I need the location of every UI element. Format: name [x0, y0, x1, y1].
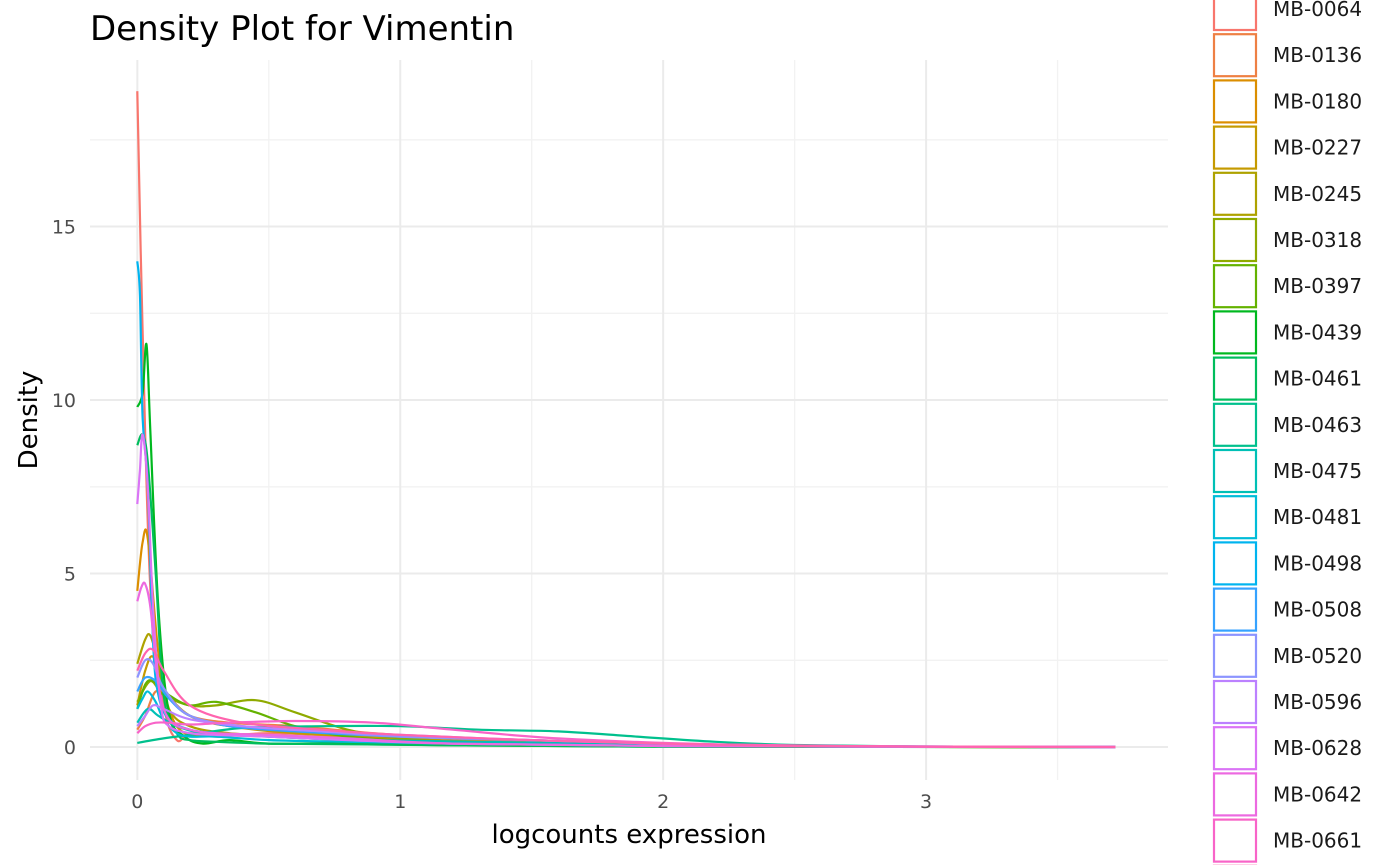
legend-label: MB-0136	[1273, 43, 1362, 67]
legend-label: MB-0180	[1273, 89, 1362, 113]
legend-label: MB-0508	[1273, 598, 1362, 622]
y-tick-label: 15	[52, 217, 76, 239]
legend-label: MB-0661	[1273, 829, 1362, 853]
legend-key	[1212, 541, 1258, 586]
x-tick-label: 2	[657, 791, 669, 813]
legend-item: MB-0245	[1212, 171, 1362, 216]
legend-key	[1212, 310, 1258, 355]
legend-label: MB-0628	[1273, 736, 1362, 760]
legend-label: MB-0461	[1273, 367, 1362, 391]
legend-item: MB-0461	[1212, 356, 1362, 401]
legend-label: MB-0498	[1273, 551, 1362, 575]
density-curve	[136, 528, 1116, 749]
x-axis-title: logcounts expression	[491, 820, 766, 850]
legend-item: MB-0439	[1212, 310, 1362, 355]
legend-key	[1212, 264, 1258, 309]
legend-key	[1212, 772, 1258, 817]
legend-key	[1212, 726, 1258, 771]
legend-item: MB-0628	[1212, 726, 1362, 771]
legend-item: MB-0318	[1212, 217, 1362, 263]
legend: MB-0064 MB-0136 MB-0180 MB-0227 MB-0245 MB-03…	[1212, 0, 1362, 865]
y-tick-labels: 0 5 10 15	[52, 217, 76, 759]
legend-key	[1212, 171, 1258, 216]
legend-label: MB-0227	[1273, 136, 1362, 160]
legend-item: MB-0520	[1212, 633, 1362, 678]
legend-label: MB-0245	[1273, 182, 1362, 206]
legend-item: MB-0136	[1212, 33, 1362, 78]
density-curve	[136, 91, 1116, 749]
legend-key	[1212, 679, 1258, 725]
legend-label: MB-0463	[1273, 413, 1362, 437]
density-curve	[136, 343, 1116, 749]
legend-item: MB-0508	[1212, 587, 1362, 632]
density-curve	[136, 433, 1116, 749]
y-axis-title: Density	[14, 371, 44, 470]
density-curve	[136, 689, 1116, 749]
legend-key	[1212, 495, 1258, 540]
legend-key	[1212, 448, 1258, 494]
legend-item: MB-0227	[1212, 125, 1362, 170]
grid	[90, 60, 1168, 780]
legend-key	[1212, 217, 1258, 263]
legend-label: MB-0439	[1273, 320, 1362, 344]
legend-label: MB-0397	[1273, 274, 1362, 298]
legend-label: MB-0596	[1273, 690, 1362, 714]
y-tick-label: 0	[64, 737, 76, 759]
density-curve	[136, 655, 1116, 749]
legend-label: MB-0520	[1273, 644, 1362, 668]
density-curve	[136, 261, 1116, 749]
legend-label: MB-0064	[1273, 0, 1362, 21]
legend-item: MB-0064	[1212, 0, 1362, 32]
legend-item: MB-0475	[1212, 448, 1362, 494]
x-tick-label: 3	[920, 791, 932, 813]
legend-label: MB-0642	[1273, 782, 1362, 806]
density-curve	[136, 433, 1116, 749]
legend-item: MB-0498	[1212, 541, 1362, 586]
density-curves	[136, 91, 1116, 749]
density-curve	[136, 690, 1116, 749]
x-tick-label: 0	[131, 791, 143, 813]
legend-key	[1212, 125, 1258, 170]
legend-key	[1212, 402, 1258, 447]
legend-key	[1212, 633, 1258, 678]
legend-label: MB-0318	[1273, 228, 1362, 252]
legend-item: MB-0463	[1212, 402, 1362, 447]
y-tick-label: 5	[64, 564, 76, 586]
legend-key	[1212, 0, 1258, 32]
x-tick-labels: 0 1 2 3	[131, 791, 932, 813]
density-curve	[136, 647, 1116, 749]
legend-key	[1212, 33, 1258, 78]
legend-item: MB-0397	[1212, 264, 1362, 309]
legend-item: MB-0661	[1212, 818, 1362, 863]
legend-item: MB-0596	[1212, 679, 1362, 725]
legend-key	[1212, 818, 1258, 863]
legend-key	[1212, 587, 1258, 632]
legend-label: MB-0475	[1273, 459, 1362, 483]
legend-key	[1212, 79, 1258, 124]
density-curve	[136, 581, 1116, 749]
x-tick-label: 1	[394, 791, 406, 813]
legend-key	[1212, 356, 1258, 401]
legend-item: MB-0642	[1212, 772, 1362, 817]
legend-item: MB-0481	[1212, 495, 1362, 540]
legend-item: MB-0180	[1212, 79, 1362, 124]
y-tick-label: 10	[52, 390, 76, 412]
chart-title: Density Plot for Vimentin	[90, 9, 514, 49]
legend-label: MB-0481	[1273, 505, 1362, 529]
